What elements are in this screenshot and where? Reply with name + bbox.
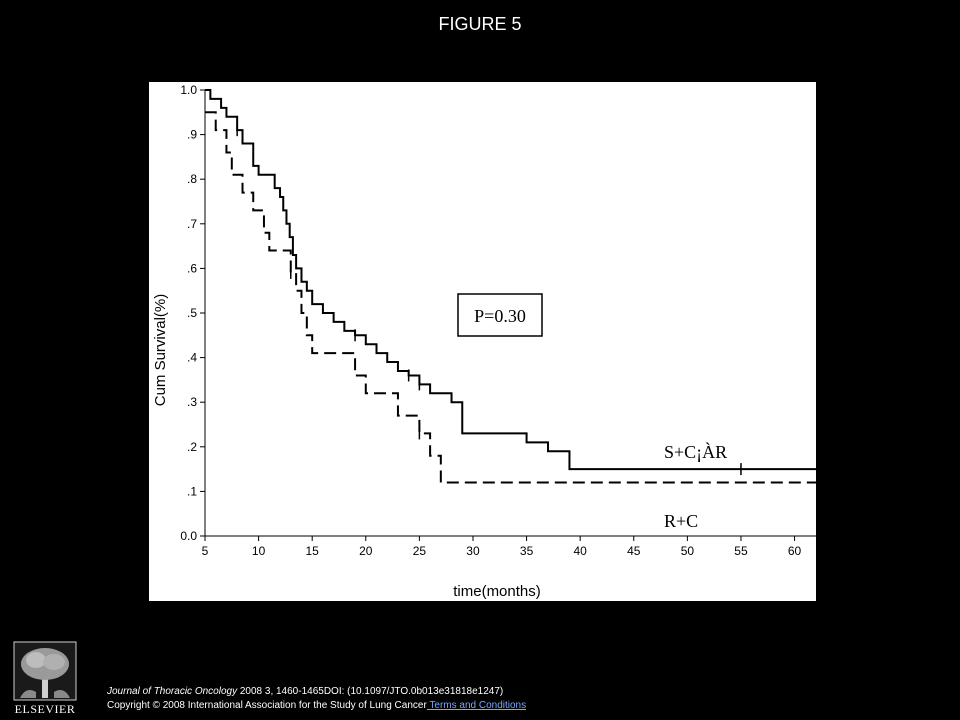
copyright-line: Copyright © 2008 International Associati… (107, 699, 947, 713)
y-axis-label: Cum Survival(%) (152, 294, 169, 407)
series-label-s-c-r: S+C¡ÀR (664, 441, 727, 462)
elsevier-wordmark: ELSEVIER (14, 702, 76, 716)
x-tick-label: 15 (306, 544, 320, 558)
y-tick-label: .4 (187, 351, 197, 365)
elsevier-logo: ELSEVIER (6, 640, 84, 718)
footer-citation: Journal of Thoracic Oncology 2008 3, 146… (107, 685, 947, 713)
citation-line: Journal of Thoracic Oncology 2008 3, 146… (107, 685, 947, 699)
y-tick-label: 0.0 (180, 529, 197, 543)
elsevier-tree-icon (13, 641, 77, 701)
p-value-box: P=0.30 (457, 293, 543, 337)
y-tick-label: 1.0 (180, 83, 197, 97)
y-tick-label: .1 (187, 484, 197, 498)
copyright-text: Copyright © 2008 International Associati… (107, 700, 427, 711)
x-tick-label: 35 (520, 544, 534, 558)
y-tick-label: .2 (187, 440, 197, 454)
figure-title: FIGURE 5 (438, 14, 522, 34)
survival-curve-r-c (205, 111, 816, 484)
survival-curve-s-c-r (205, 89, 816, 471)
x-tick-label: 60 (788, 544, 802, 558)
series-label-r-c: R+C (664, 511, 698, 531)
x-tick-label: 30 (466, 544, 480, 558)
x-tick-label: 50 (681, 544, 695, 558)
y-tick-label: .5 (187, 306, 197, 320)
p-value-frame (457, 293, 543, 337)
x-tick-label: 5 (202, 544, 209, 558)
chart-axes: 5 10 15 20 25 30 35 40 45 50 55 60 0.0 .1 .2 .3 .4 .5 .6 .7… (180, 83, 816, 558)
y-tick-label: .3 (187, 395, 197, 409)
y-tick-label: .7 (187, 217, 197, 231)
x-tick-label: 10 (252, 544, 266, 558)
survival-chart-svg: 5 10 15 20 25 30 35 40 45 50 55 60 0.0 .1 .2 .3 .4 .5 .6 .7… (152, 83, 816, 600)
journal-name: Journal of Thoracic Oncology (107, 686, 238, 697)
x-tick-label: 20 (359, 544, 373, 558)
x-tick-label: 55 (734, 544, 748, 558)
x-tick-label: 25 (413, 544, 427, 558)
x-tick-label: 45 (627, 544, 641, 558)
survival-chart: 5 10 15 20 25 30 35 40 45 50 55 60 0.0 .1 .2 .3 .4 .5 .6 .7… (149, 82, 816, 601)
chart-series (205, 89, 816, 484)
p-value-text: P=0.30 (474, 306, 526, 326)
y-tick-label: .8 (187, 172, 197, 186)
citation-details: 2008 3, 1460-1465DOI: (10.1097/JTO.0b013… (237, 686, 504, 697)
y-tick-label: .9 (187, 128, 197, 142)
terms-and-conditions-link[interactable]: Terms and Conditions (426, 700, 527, 711)
x-tick-label: 40 (573, 544, 587, 558)
x-axis-label: time(months) (453, 583, 541, 600)
y-tick-label: .6 (187, 261, 197, 275)
